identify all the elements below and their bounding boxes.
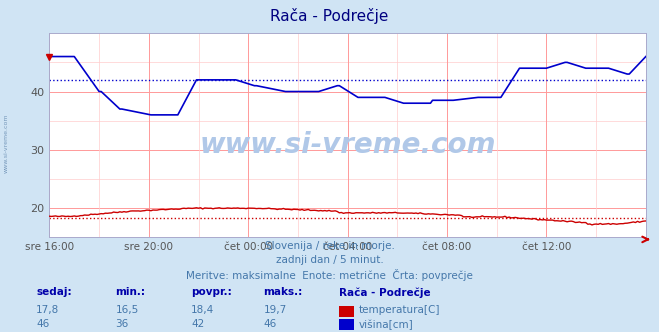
- Text: min.:: min.:: [115, 287, 146, 297]
- Text: sedaj:: sedaj:: [36, 287, 72, 297]
- Text: maks.:: maks.:: [264, 287, 303, 297]
- Text: www.si-vreme.com: www.si-vreme.com: [4, 113, 9, 173]
- Text: 36: 36: [115, 319, 129, 329]
- Text: Rača - Podrečje: Rača - Podrečje: [270, 8, 389, 24]
- Text: temperatura[C]: temperatura[C]: [359, 305, 441, 315]
- Text: www.si-vreme.com: www.si-vreme.com: [200, 131, 496, 159]
- Text: višina[cm]: višina[cm]: [359, 319, 414, 330]
- Text: 16,5: 16,5: [115, 305, 138, 315]
- Text: 46: 46: [264, 319, 277, 329]
- Text: Meritve: maksimalne  Enote: metrične  Črta: povprečje: Meritve: maksimalne Enote: metrične Črta…: [186, 269, 473, 281]
- Text: 46: 46: [36, 319, 49, 329]
- Text: 19,7: 19,7: [264, 305, 287, 315]
- Text: 17,8: 17,8: [36, 305, 59, 315]
- Text: zadnji dan / 5 minut.: zadnji dan / 5 minut.: [275, 255, 384, 265]
- Text: Rača - Podrečje: Rača - Podrečje: [339, 287, 431, 298]
- Text: 18,4: 18,4: [191, 305, 214, 315]
- Text: Slovenija / reke in morje.: Slovenija / reke in morje.: [264, 241, 395, 251]
- Text: povpr.:: povpr.:: [191, 287, 232, 297]
- Text: 42: 42: [191, 319, 204, 329]
